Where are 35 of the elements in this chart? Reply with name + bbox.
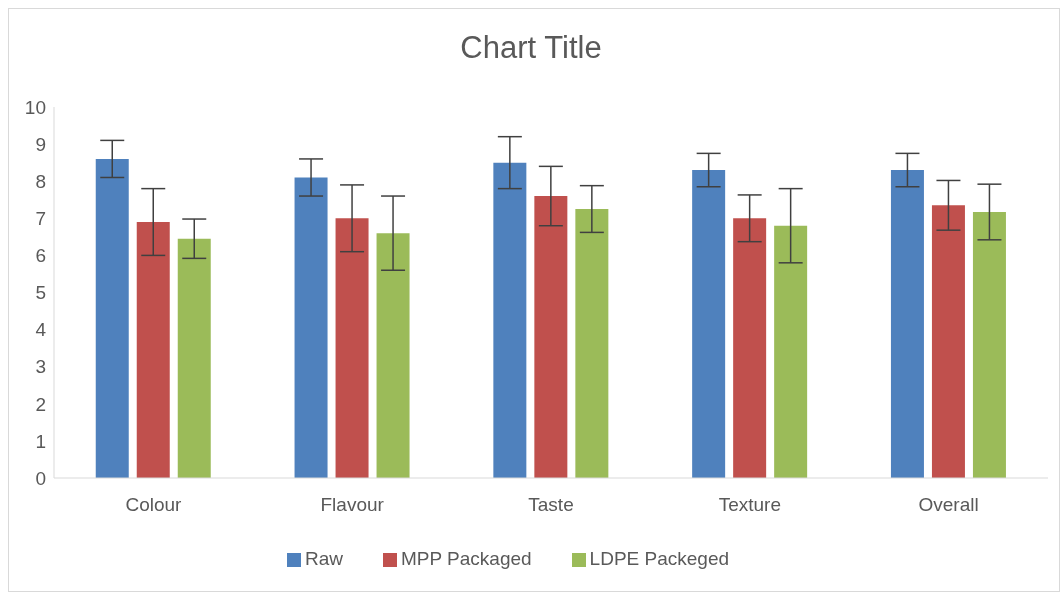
bar [376,233,410,478]
bar [534,196,568,478]
y-tick-label: 5 [35,282,46,304]
y-tick-label: 10 [24,96,46,118]
y-tick-label: 3 [35,356,46,378]
y-tick-label: 2 [35,393,46,415]
bar [335,218,369,478]
bar [972,211,1006,478]
y-tick-label: 9 [35,133,46,155]
bar [774,225,808,478]
y-tick-label: 7 [35,208,46,230]
bar [177,238,211,478]
legend-label: Raw [304,548,343,569]
x-tick-label: Texture [718,494,781,516]
x-tick-label: Taste [528,494,574,516]
bar [575,209,609,478]
legend-label: LDPE Packeged [589,548,730,569]
bar [294,177,328,478]
chart-title: Chart Title [459,30,603,66]
bar [890,170,924,478]
y-tick-label: 0 [35,467,46,489]
bar [692,170,726,478]
x-tick-label: Flavour [320,494,385,516]
bar [493,162,527,478]
x-tick-label: Colour [125,494,183,516]
x-tick-label: Overall [918,494,979,516]
y-tick-label: 1 [35,430,46,452]
y-tick-label: 4 [35,319,47,341]
bar [95,158,129,478]
bar [931,205,965,478]
bar [136,222,170,478]
legend-label: MPP Packaged [400,548,532,569]
bar [733,218,767,478]
y-tick-label: 8 [35,170,46,192]
y-tick-label: 6 [35,245,46,267]
